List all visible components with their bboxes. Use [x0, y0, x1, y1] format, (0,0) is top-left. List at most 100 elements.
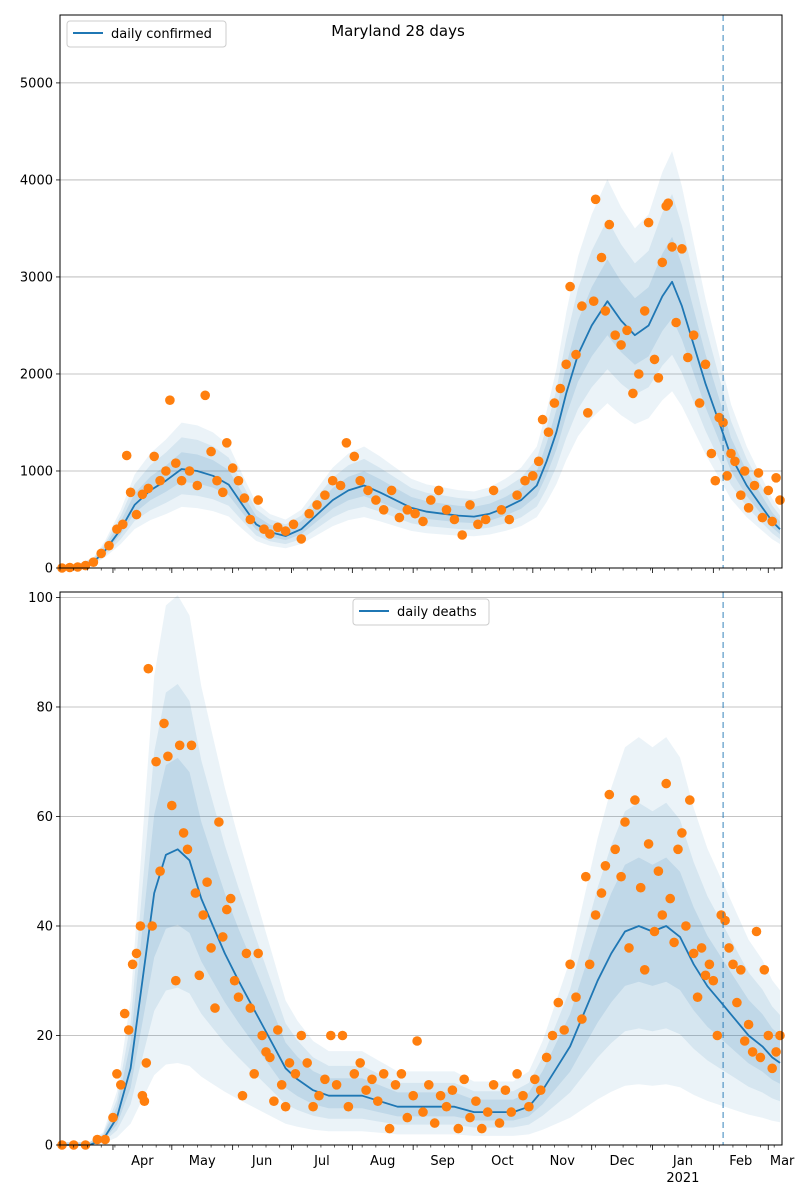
- x-tick-label: Jan: [672, 1154, 693, 1169]
- data-point: [72, 562, 83, 572]
- data-point: [653, 866, 664, 876]
- data-point: [590, 910, 601, 920]
- data-point: [535, 1085, 546, 1095]
- data-point: [706, 448, 717, 459]
- data-point: [500, 1085, 511, 1095]
- data-point: [512, 490, 522, 501]
- data-point: [775, 1030, 785, 1041]
- data-point: [639, 306, 650, 316]
- data-point: [245, 1003, 256, 1013]
- data-point: [198, 910, 208, 920]
- data-point: [290, 1069, 301, 1079]
- data-point: [343, 1101, 354, 1112]
- data-point: [167, 800, 177, 811]
- x-tick-label: Feb: [729, 1154, 752, 1169]
- data-point: [92, 1134, 103, 1145]
- data-point: [553, 997, 564, 1008]
- data-point: [337, 1030, 348, 1041]
- data-point: [610, 330, 620, 341]
- data-point: [88, 557, 99, 567]
- data-point: [355, 1058, 366, 1068]
- data-point: [174, 740, 185, 751]
- data-point: [724, 943, 734, 953]
- data-point: [669, 937, 679, 948]
- data-point: [634, 369, 644, 379]
- data-point: [139, 1096, 150, 1106]
- data-point: [488, 1080, 499, 1090]
- y-tick-label: 4000: [20, 173, 53, 188]
- data-point: [214, 817, 224, 827]
- data-point: [171, 458, 181, 469]
- data-point: [763, 1030, 774, 1041]
- data-point: [125, 487, 136, 498]
- data-point: [643, 839, 654, 849]
- data-point: [683, 352, 693, 363]
- data-point: [663, 198, 673, 208]
- data-point: [657, 910, 668, 920]
- data-point: [712, 1030, 723, 1041]
- data-point: [176, 475, 187, 486]
- y-tick-label: 0: [45, 1139, 53, 1154]
- data-point: [288, 519, 299, 530]
- data-point: [218, 487, 228, 498]
- data-point: [673, 844, 683, 855]
- data-point: [202, 877, 212, 887]
- data-point: [320, 1074, 330, 1085]
- data-point: [96, 548, 106, 559]
- data-point: [543, 427, 554, 438]
- data-point: [565, 959, 575, 970]
- y-tick-label: 5000: [20, 76, 53, 91]
- data-point: [396, 1069, 407, 1079]
- data-point: [583, 408, 593, 418]
- uncertainty-band: [60, 757, 780, 1145]
- data-point: [577, 1014, 587, 1024]
- data-point: [718, 417, 728, 428]
- data-point: [135, 921, 146, 931]
- legend: daily confirmed: [66, 20, 227, 48]
- data-point: [163, 751, 173, 762]
- data-point: [100, 1134, 110, 1145]
- data-point: [677, 244, 687, 254]
- data-point: [465, 1112, 475, 1123]
- data-point: [751, 926, 762, 937]
- data-point: [482, 1107, 493, 1117]
- data-point: [620, 817, 630, 827]
- y-tick-label: 1000: [20, 464, 53, 479]
- data-point: [549, 398, 560, 408]
- confirmed-panel: 0 1000 2000 3000 4000 5000 Maryland 28 days d…: [20, 14, 785, 577]
- data-point: [418, 1107, 428, 1117]
- axes: 0 1000 2000 3000 4000 5000: [20, 14, 783, 577]
- data-point: [394, 512, 405, 523]
- data-point: [739, 1036, 750, 1046]
- legend-box: [352, 598, 490, 626]
- data-point: [239, 493, 250, 503]
- data-point: [104, 540, 114, 551]
- data-point: [327, 475, 338, 486]
- data-point: [123, 1025, 134, 1035]
- data-point: [504, 514, 515, 525]
- data-point: [681, 921, 691, 931]
- y-tick-label: 100: [28, 591, 53, 606]
- data-point: [667, 242, 677, 252]
- data-point: [171, 975, 181, 986]
- data-point: [571, 349, 581, 360]
- data-point: [265, 1052, 275, 1063]
- data-point: [588, 296, 599, 307]
- data-point: [622, 325, 632, 336]
- data-point: [367, 1074, 377, 1085]
- data-point: [775, 495, 785, 505]
- data-point: [390, 1080, 401, 1090]
- data-point: [643, 217, 654, 228]
- data-point: [182, 844, 193, 855]
- data-point: [739, 466, 750, 476]
- data-point: [284, 1058, 295, 1068]
- chart-title: Maryland 28 days: [331, 22, 465, 40]
- data-point: [363, 485, 373, 496]
- data-marks: [57, 15, 785, 573]
- data-point: [326, 1030, 336, 1041]
- data-point: [530, 1074, 540, 1085]
- plot-frame: [59, 14, 783, 569]
- uncertainty-bands: [60, 595, 780, 1145]
- data-point: [280, 526, 291, 536]
